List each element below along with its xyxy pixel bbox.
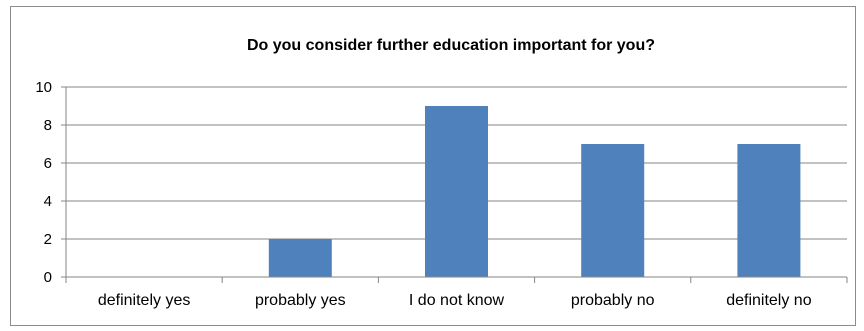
bar-definitely-no: [737, 144, 801, 277]
x-category-label: I do not know: [409, 292, 505, 309]
x-category-labels: definitely yes probably yes I do not know p…: [98, 292, 812, 309]
bar-probably-no: [581, 144, 645, 277]
bars: [268, 106, 801, 277]
y-tick-label: 8: [44, 117, 52, 134]
y-tick-label: 6: [44, 155, 52, 172]
y-tick-label: 2: [44, 231, 52, 248]
y-tick-label: 10: [35, 79, 52, 96]
bar-i-do-not-know: [425, 106, 488, 277]
x-category-label: definitely no: [726, 292, 811, 309]
y-tick-labels: 0 2 4 6 8 10: [35, 79, 52, 286]
chart-title: Do you consider further education import…: [247, 37, 655, 54]
y-tick-label: 0: [44, 269, 52, 286]
y-tick-label: 4: [44, 193, 52, 210]
x-category-label: probably yes: [255, 292, 346, 309]
axes: [61, 86, 848, 283]
x-category-label: probably no: [571, 292, 655, 309]
bar-probably-yes: [268, 239, 332, 277]
x-category-label: definitely yes: [98, 292, 191, 309]
